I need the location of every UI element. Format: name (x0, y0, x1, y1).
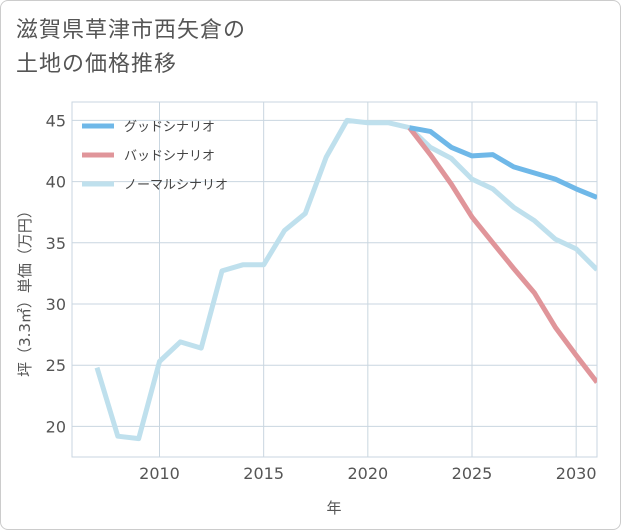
y-tick-label: 20 (46, 417, 66, 436)
series-line-bad (407, 126, 597, 384)
y-tick-label: 40 (46, 173, 66, 192)
x-tick-label: 2020 (347, 464, 388, 483)
legend-label-normal: ノーマルシナリオ (124, 178, 228, 193)
legend-label-good: グッドシナリオ (124, 120, 215, 135)
x-tick-label: 2015 (243, 464, 284, 483)
plot-area-border (71, 101, 598, 458)
x-axis-title: 年 (326, 499, 341, 517)
y-tick-label: 45 (46, 111, 66, 130)
series-line-normal (94, 117, 597, 442)
y-tick-label: 30 (46, 295, 66, 314)
chart-title: 滋賀県草津市西矢倉の 土地の価格推移 (16, 14, 246, 82)
chart-title-line-2: 土地の価格推移 (16, 52, 178, 77)
y-tick-label: 35 (46, 234, 66, 253)
x-tick-label: 2025 (452, 464, 493, 483)
x-tick-label: 2030 (556, 464, 597, 483)
legend-label-bad: バッドシナリオ (124, 149, 215, 164)
chart-title-line-1: 滋賀県草津市西矢倉の (16, 18, 247, 43)
y-tick-label: 25 (46, 356, 66, 375)
y-axis-title: 坪（3.3㎡）単価（万円） (16, 203, 34, 377)
x-tick-label: 2010 (139, 464, 180, 483)
series-line-good (409, 125, 597, 200)
